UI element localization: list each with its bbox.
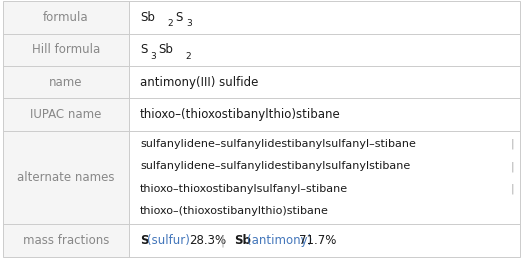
- Bar: [3, 98, 130, 131]
- Text: 3: 3: [186, 19, 192, 28]
- Text: 28.3%: 28.3%: [189, 234, 226, 247]
- Text: 71.7%: 71.7%: [299, 234, 337, 247]
- Text: thioxo–(thioxostibanylthio)stibane: thioxo–(thioxostibanylthio)stibane: [140, 108, 340, 121]
- Text: 3: 3: [151, 52, 156, 61]
- Text: S: S: [140, 234, 149, 247]
- Text: Sb: Sb: [234, 234, 251, 247]
- Text: |: |: [511, 139, 514, 149]
- Text: mass fractions: mass fractions: [23, 234, 109, 247]
- Text: sulfanylidene–sulfanylidestibanylsulfanyl–stibane: sulfanylidene–sulfanylidestibanylsulfany…: [140, 139, 416, 149]
- Bar: [3, 66, 130, 98]
- Text: Sb: Sb: [140, 11, 155, 24]
- Bar: [3, 224, 130, 257]
- Text: Hill formula: Hill formula: [32, 43, 100, 56]
- Text: Sb: Sb: [158, 43, 173, 56]
- Text: thioxo–(thioxostibanylthio)stibane: thioxo–(thioxostibanylthio)stibane: [140, 206, 329, 216]
- Bar: [3, 131, 130, 224]
- Text: (antimony): (antimony): [247, 234, 312, 247]
- Text: alternate names: alternate names: [17, 171, 115, 184]
- Text: |: |: [221, 234, 225, 247]
- Text: 2: 2: [167, 19, 173, 28]
- Text: 2: 2: [186, 52, 191, 61]
- Text: thioxo–thioxostibanylsulfanyl–stibane: thioxo–thioxostibanylsulfanyl–stibane: [140, 184, 348, 194]
- Text: S: S: [176, 11, 183, 24]
- Text: S: S: [140, 43, 147, 56]
- Text: (sulfur): (sulfur): [147, 234, 190, 247]
- Text: name: name: [49, 76, 83, 89]
- Text: |: |: [511, 183, 514, 194]
- Text: IUPAC name: IUPAC name: [30, 108, 102, 121]
- Bar: [3, 34, 130, 66]
- Text: |: |: [511, 161, 514, 172]
- Text: formula: formula: [43, 11, 89, 24]
- Bar: [3, 1, 130, 34]
- Text: antimony(III) sulfide: antimony(III) sulfide: [140, 76, 258, 89]
- Text: sulfanylidene–sulfanylidestibanylsulfanylstibane: sulfanylidene–sulfanylidestibanylsulfany…: [140, 161, 410, 171]
